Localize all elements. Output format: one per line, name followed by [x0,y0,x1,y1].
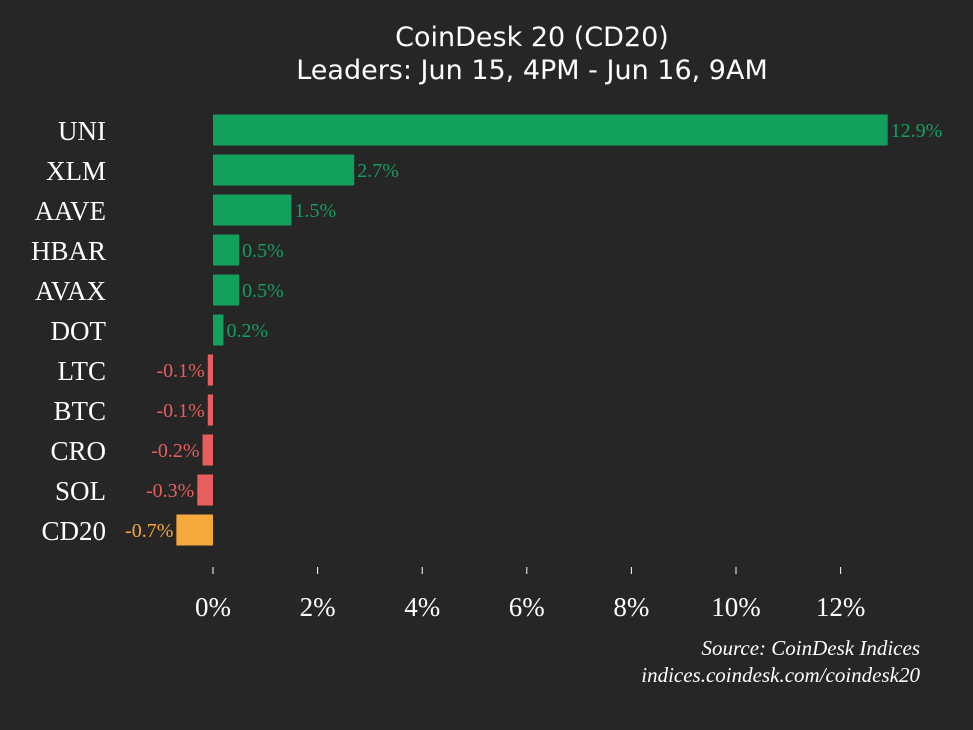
bar-cd20 [176,514,213,546]
value-label-hbar: 0.5% [242,240,284,262]
category-label-uni: UNI [58,116,106,146]
category-label-btc: BTC [53,396,106,426]
x-tick-label-6: 6% [509,592,545,622]
bar-ltc [207,354,213,386]
value-label-dot: 0.2% [226,320,268,342]
source-text: Source: CoinDesk Indices [702,636,921,660]
bar-avax [213,274,240,306]
value-label-cd20: -0.7% [125,520,173,542]
value-label-uni: 12.9% [891,120,943,142]
source-url: indices.coindesk.com/coindesk20 [641,663,920,687]
x-tick-label-10: 10% [711,592,761,622]
value-label-btc: -0.1% [156,400,204,422]
bar-hbar [213,234,240,266]
bar-cro [202,434,213,466]
bar-xlm [213,154,355,186]
bar-btc [207,394,213,426]
category-label-xlm: XLM [46,156,106,186]
category-label-avax: AVAX [35,276,107,306]
x-tick-label-12: 12% [816,592,866,622]
x-tick-label-2: 2% [300,592,336,622]
value-label-ltc: -0.1% [156,360,204,382]
bars-group: UNI 12.9% XLM 2.7% AAVE 1.5% HBAR 0.5% AVAX 0.5% D… [31,114,943,546]
value-label-sol: -0.3% [146,480,194,502]
x-tick-label-0: 0% [195,592,231,622]
x-tick-label-8: 8% [613,592,649,622]
category-label-ltc: LTC [57,356,106,386]
value-label-xlm: 2.7% [357,160,399,182]
chart-subtitle: Leaders: Jun 15, 4PM - Jun 16, 9AM [296,55,768,86]
bar-uni [213,114,888,146]
x-tick-label-4: 4% [404,592,440,622]
value-label-avax: 0.5% [242,280,284,302]
value-label-aave: 1.5% [294,200,336,222]
bar-aave [213,194,292,226]
bar-sol [197,474,213,506]
category-label-aave: AAVE [34,196,106,226]
category-label-hbar: HBAR [31,236,106,266]
bar-dot [213,314,224,346]
x-axis: 0% 2% 4% 6% 8% 10% 12% [195,567,865,622]
chart-title: CoinDesk 20 (CD20) [395,22,669,53]
category-label-cro: CRO [50,436,106,466]
category-label-cd20: CD20 [41,516,106,546]
category-label-sol: SOL [55,476,106,506]
category-label-dot: DOT [51,316,107,346]
value-label-cro: -0.2% [151,440,199,462]
